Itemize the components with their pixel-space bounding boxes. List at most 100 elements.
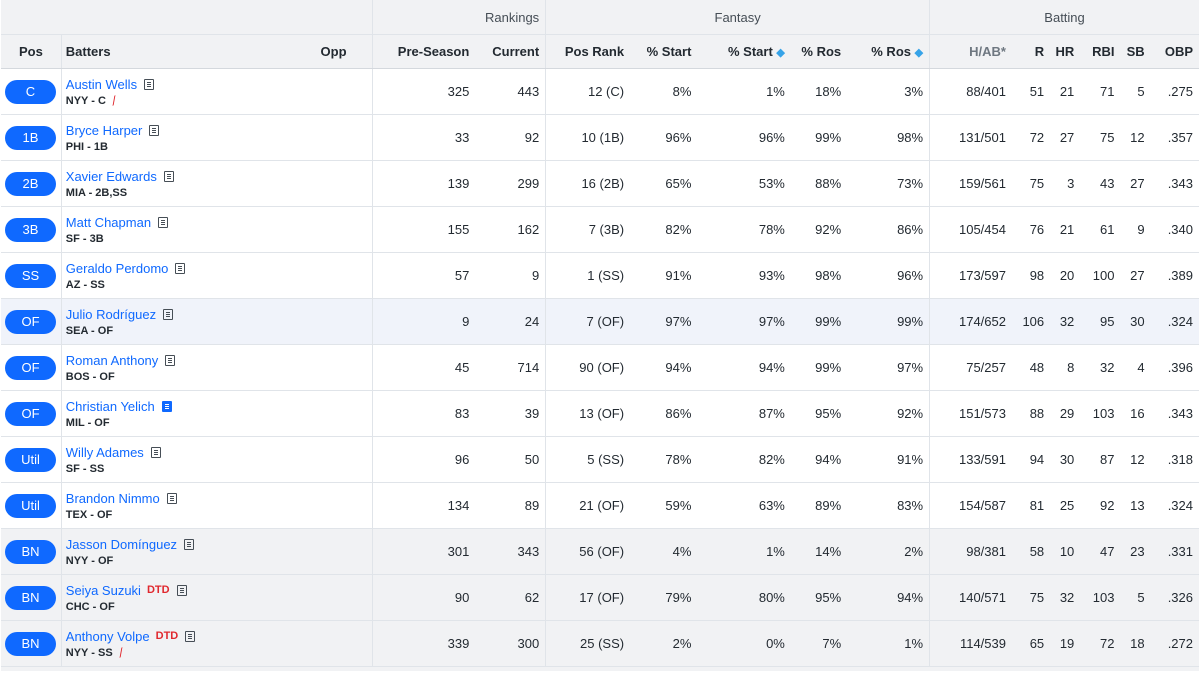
- pos-rank: 25 (SS): [545, 620, 631, 667]
- rbi: 75: [1080, 114, 1121, 161]
- player-name-link[interactable]: Anthony Volpe: [65, 628, 150, 644]
- player-row: SS Geraldo Perdomo AZ - SS 57 9 1 (SS) 9…: [1, 252, 1199, 299]
- player-cell: Matt Chapman SF - 3B: [61, 206, 317, 253]
- notes-icon[interactable]: [175, 262, 186, 274]
- col-start[interactable]: % Start: [630, 34, 698, 69]
- notes-icon[interactable]: [163, 308, 174, 320]
- position-button[interactable]: 2B: [5, 171, 56, 196]
- col-start-premium[interactable]: % Start ◆: [697, 34, 791, 69]
- col-rbi[interactable]: RBI: [1080, 34, 1121, 69]
- col-batters[interactable]: Batters: [61, 34, 317, 69]
- player-name-link[interactable]: Roman Anthony: [65, 352, 159, 368]
- position-button[interactable]: OF: [5, 309, 56, 334]
- player-name-link[interactable]: Seiya Suzuki: [65, 582, 141, 598]
- pct-ros-premium: 99%: [847, 298, 931, 345]
- team-position: PHI - 1B: [65, 141, 108, 153]
- pct-ros-premium: 3%: [847, 68, 931, 115]
- position-button[interactable]: Util: [5, 447, 56, 472]
- player-name-link[interactable]: Willy Adames: [65, 444, 144, 460]
- notes-icon[interactable]: [166, 492, 177, 504]
- player-name-link[interactable]: Bryce Harper: [65, 122, 143, 138]
- rbi: 100: [1080, 252, 1121, 299]
- col-obp[interactable]: OBP: [1150, 34, 1199, 69]
- col-sb[interactable]: SB: [1120, 34, 1151, 69]
- player-name-link[interactable]: Brandon Nimmo: [65, 490, 160, 506]
- col-posrank[interactable]: Pos Rank: [545, 34, 631, 69]
- position-button[interactable]: 3B: [5, 217, 56, 242]
- hits-at-bats: 75/257: [929, 344, 1012, 391]
- col-ros-premium[interactable]: % Ros ◆: [847, 34, 931, 69]
- hits-at-bats: 114/539: [929, 620, 1012, 667]
- notes-icon[interactable]: [165, 354, 176, 366]
- player-name-link[interactable]: Austin Wells: [65, 76, 138, 92]
- pos-rank: 12 (C): [545, 68, 631, 115]
- position-button[interactable]: BN: [5, 585, 56, 610]
- pct-start-premium: 93%: [697, 252, 791, 299]
- pct-start: 78%: [630, 436, 698, 483]
- hits-at-bats: 154/587: [929, 482, 1012, 529]
- opp-cell: [316, 68, 374, 115]
- opp-cell: [316, 620, 374, 667]
- player-name-link[interactable]: Matt Chapman: [65, 214, 152, 230]
- player-name-link[interactable]: Geraldo Perdomo: [65, 260, 169, 276]
- player-cell: Willy Adames SF - SS: [61, 436, 317, 483]
- rbi: 32: [1080, 344, 1121, 391]
- pos-rank: 17 (OF): [545, 574, 631, 621]
- preseason-rank: 155: [372, 206, 476, 253]
- notes-icon[interactable]: [144, 78, 155, 90]
- pos-cell: OF: [1, 344, 62, 391]
- notes-icon[interactable]: [163, 170, 174, 182]
- position-button[interactable]: BN: [5, 631, 56, 656]
- position-button[interactable]: C: [5, 79, 56, 104]
- pos-cell: 2B: [1, 160, 62, 207]
- col-pos[interactable]: Pos: [1, 34, 62, 69]
- notes-icon[interactable]: [184, 538, 195, 550]
- home-runs: 10: [1050, 528, 1081, 575]
- player-row: Util Brandon Nimmo TEX - OF 134 89 21 (O…: [1, 482, 1199, 529]
- player-row: OF Christian Yelich MIL - OF 83 39 13 (O…: [1, 390, 1199, 437]
- team-position: NYY - C: [65, 95, 106, 107]
- col-ros[interactable]: % Ros: [790, 34, 848, 69]
- runs: 51: [1011, 68, 1051, 115]
- col-preseason[interactable]: Pre-Season: [372, 34, 476, 69]
- position-button[interactable]: OF: [5, 355, 56, 380]
- col-ros-premium-label: % Ros: [871, 44, 911, 59]
- col-hab[interactable]: H/AB*: [929, 34, 1012, 69]
- player-name-link[interactable]: Xavier Edwards: [65, 168, 157, 184]
- col-hr[interactable]: HR: [1050, 34, 1081, 69]
- pct-start: 94%: [630, 344, 698, 391]
- player-name-link[interactable]: Jasson Domínguez: [65, 536, 178, 552]
- pct-ros: 99%: [790, 344, 848, 391]
- rbi: 72: [1080, 620, 1121, 667]
- col-opp[interactable]: Opp: [316, 34, 374, 69]
- current-rank: 162: [475, 206, 547, 253]
- current-rank: 343: [475, 528, 547, 575]
- position-button[interactable]: BN: [5, 539, 56, 564]
- notes-icon[interactable]: [149, 124, 160, 136]
- player-name-link[interactable]: Christian Yelich: [65, 398, 155, 414]
- pct-start: 8%: [630, 68, 698, 115]
- col-current[interactable]: Current: [475, 34, 547, 69]
- position-button[interactable]: SS: [5, 263, 56, 288]
- player-name-link[interactable]: Julio Rodríguez: [65, 306, 157, 322]
- notes-icon[interactable]: [158, 216, 169, 228]
- hits-at-bats: 131/501: [929, 114, 1012, 161]
- pct-ros: 14%: [790, 528, 848, 575]
- opp-cell: [316, 344, 374, 391]
- notes-icon[interactable]: [185, 630, 196, 642]
- notes-icon[interactable]: [150, 446, 161, 458]
- stolen-bases: 27: [1120, 252, 1151, 299]
- home-runs: 27: [1050, 114, 1081, 161]
- runs: 65: [1011, 620, 1051, 667]
- stolen-bases: 5: [1120, 574, 1151, 621]
- notes-icon[interactable]: [161, 400, 172, 412]
- stolen-bases: 27: [1120, 160, 1151, 207]
- col-start-premium-label: % Start: [727, 44, 773, 59]
- pct-ros-premium: 86%: [847, 206, 931, 253]
- position-button[interactable]: OF: [5, 401, 56, 426]
- position-button[interactable]: Util: [5, 493, 56, 518]
- pct-ros: 98%: [790, 252, 848, 299]
- col-r[interactable]: R: [1011, 34, 1051, 69]
- notes-icon[interactable]: [176, 584, 187, 596]
- position-button[interactable]: 1B: [5, 125, 56, 150]
